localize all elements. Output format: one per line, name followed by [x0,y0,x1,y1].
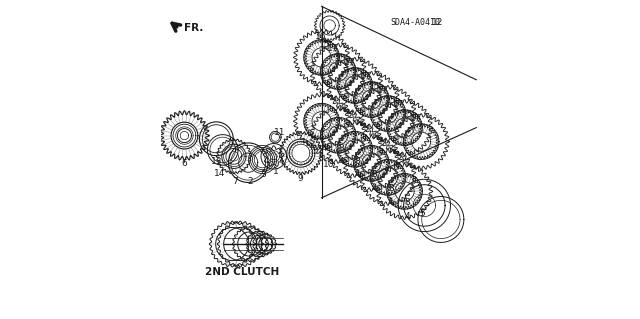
Text: 16: 16 [315,32,326,41]
Text: 13: 13 [211,157,222,166]
Text: 8: 8 [404,198,410,207]
Text: 17: 17 [377,86,388,95]
Text: 4: 4 [388,198,394,207]
Text: 4: 4 [404,212,410,221]
Text: 17: 17 [410,114,422,123]
Text: 1: 1 [273,167,279,176]
Text: 17: 17 [360,72,372,81]
Text: 17: 17 [344,58,355,67]
Text: 14: 14 [214,169,225,178]
Text: 4: 4 [322,144,327,152]
Text: 11: 11 [275,128,286,137]
Text: 5: 5 [419,209,425,218]
Text: 2: 2 [248,177,253,186]
Text: 17: 17 [327,44,339,53]
Text: 15: 15 [352,68,364,77]
Text: 8: 8 [338,144,344,152]
Text: 7: 7 [232,177,238,186]
Text: 12: 12 [433,18,444,27]
Text: 15: 15 [369,82,380,91]
Text: 8: 8 [355,157,360,166]
Text: 15: 15 [385,96,397,105]
Text: 8: 8 [371,170,377,179]
Text: FR.: FR. [184,23,203,33]
Text: 2ND CLUTCH: 2ND CLUTCH [205,267,279,277]
Text: 17: 17 [394,100,405,109]
Text: 6: 6 [182,159,188,168]
Text: 9: 9 [298,174,303,183]
Text: 10: 10 [323,160,335,169]
Text: 15: 15 [402,110,413,119]
Text: 4: 4 [371,184,377,193]
Text: 15: 15 [319,40,330,48]
Text: 15: 15 [335,54,347,63]
Text: 3: 3 [260,170,266,179]
Text: 4: 4 [339,157,344,166]
Text: 8: 8 [388,184,394,193]
Text: SDA4-A0410: SDA4-A0410 [390,18,440,27]
Text: 4: 4 [355,170,360,179]
